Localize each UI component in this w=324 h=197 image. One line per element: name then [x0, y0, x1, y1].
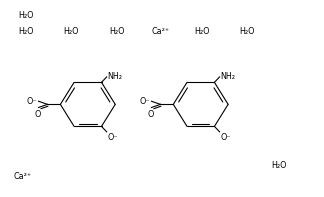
Text: H₂O: H₂O [239, 27, 255, 35]
Text: O⁻: O⁻ [27, 97, 38, 106]
Text: H₂O: H₂O [18, 11, 34, 20]
Text: Ca²⁺: Ca²⁺ [152, 27, 170, 35]
Text: O: O [148, 110, 154, 119]
Text: H₂O: H₂O [109, 27, 124, 35]
Text: NH₂: NH₂ [221, 72, 236, 81]
Text: O⁻: O⁻ [140, 97, 150, 106]
Text: O: O [35, 110, 41, 119]
Text: NH₂: NH₂ [108, 72, 123, 81]
Text: O⁻: O⁻ [107, 133, 118, 142]
Text: H₂O: H₂O [18, 27, 34, 35]
Text: H₂O: H₂O [64, 27, 79, 35]
Text: H₂O: H₂O [194, 27, 210, 35]
Text: O⁻: O⁻ [220, 133, 231, 142]
Text: Ca²⁺: Ca²⁺ [14, 172, 32, 181]
Text: H₂O: H₂O [272, 161, 287, 169]
